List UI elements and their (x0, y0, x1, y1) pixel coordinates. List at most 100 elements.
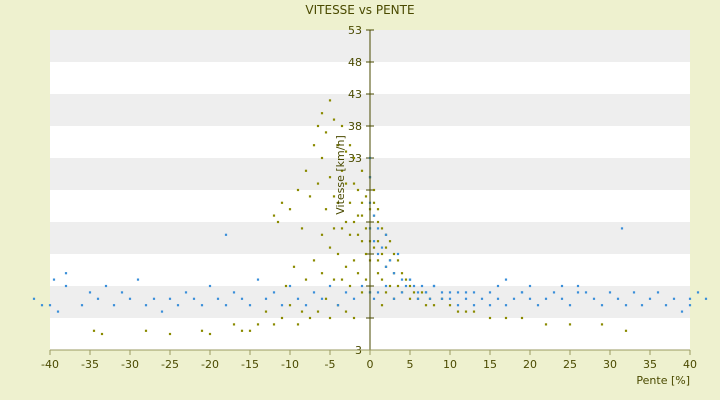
data-point (576, 291, 580, 294)
data-point (600, 304, 604, 307)
data-point (704, 297, 708, 300)
data-point (388, 259, 392, 262)
data-point (696, 291, 700, 294)
data-point (348, 144, 352, 147)
data-point (340, 278, 344, 281)
data-point (352, 316, 356, 320)
data-point (560, 284, 564, 288)
data-point (328, 176, 332, 179)
data-point (472, 304, 476, 307)
x-tick-label: 10 (443, 358, 457, 371)
data-point (208, 284, 212, 288)
data-point (400, 272, 404, 275)
data-point (56, 310, 60, 313)
data-point (352, 297, 356, 300)
data-point (300, 310, 304, 313)
data-point (420, 291, 424, 294)
data-point (320, 156, 324, 160)
data-point (272, 323, 276, 326)
data-point (88, 291, 92, 294)
data-point (240, 329, 244, 332)
data-point (380, 252, 384, 256)
data-point (360, 169, 364, 172)
data-point (296, 188, 300, 192)
x-axis-label: Pente [%] (636, 374, 690, 387)
data-point (360, 240, 364, 243)
data-point (496, 284, 500, 288)
data-point (336, 304, 340, 307)
data-point (400, 278, 404, 281)
data-point (248, 304, 252, 307)
data-point (360, 214, 364, 217)
data-point (404, 284, 408, 288)
data-point (352, 156, 356, 160)
data-point (248, 329, 252, 332)
data-point (428, 297, 432, 300)
data-point (432, 284, 436, 288)
data-point (504, 304, 508, 307)
data-point (388, 284, 392, 288)
data-point (376, 240, 380, 243)
data-point (372, 246, 376, 249)
data-point (408, 278, 412, 281)
data-point (100, 332, 104, 336)
data-point (384, 265, 388, 268)
data-point (224, 304, 228, 307)
data-point (264, 310, 268, 313)
data-point (328, 99, 332, 102)
data-point (448, 297, 452, 300)
data-point (200, 304, 204, 307)
data-point (308, 316, 312, 320)
data-point (304, 278, 308, 281)
x-tick-label: 0 (367, 358, 374, 371)
data-point (312, 259, 316, 262)
data-point (336, 144, 340, 147)
data-point (528, 284, 532, 288)
data-point (320, 272, 324, 275)
data-point (424, 291, 428, 294)
data-point (104, 284, 108, 288)
data-point (296, 297, 300, 300)
data-point (472, 310, 476, 313)
data-point (336, 201, 340, 204)
y-tick-label: 53 (348, 24, 362, 37)
data-point (288, 284, 292, 288)
data-point (324, 297, 328, 300)
x-tick-label: -35 (81, 358, 99, 371)
data-point (240, 297, 244, 300)
data-point (344, 265, 348, 268)
data-point (544, 297, 548, 300)
data-point (608, 291, 612, 294)
data-point (520, 291, 524, 294)
data-point (344, 291, 348, 294)
data-point (576, 284, 580, 288)
data-point (624, 329, 628, 332)
data-point (336, 252, 340, 256)
data-point (360, 284, 364, 288)
data-point (372, 188, 376, 192)
x-tick-label: -40 (41, 358, 59, 371)
chart-title: VITESSE vs PENTE (305, 3, 414, 17)
data-point (324, 208, 328, 211)
data-point (392, 272, 396, 275)
data-point (440, 297, 444, 300)
data-point (136, 278, 140, 281)
data-point (384, 246, 388, 249)
y-tick-label: 38 (348, 120, 362, 133)
data-point (184, 291, 188, 294)
x-tick-label: 15 (483, 358, 497, 371)
data-point (312, 144, 316, 147)
data-point (380, 227, 384, 230)
data-point (520, 316, 524, 320)
data-point (208, 332, 212, 336)
data-point (328, 246, 332, 249)
data-point (408, 284, 412, 288)
data-point (640, 304, 644, 307)
x-tick-label: -10 (281, 358, 299, 371)
data-point (332, 227, 336, 230)
data-point (376, 227, 380, 230)
y-axis-label: Vitesse [km/h] (334, 135, 347, 215)
data-point (272, 291, 276, 294)
data-point (364, 195, 368, 198)
